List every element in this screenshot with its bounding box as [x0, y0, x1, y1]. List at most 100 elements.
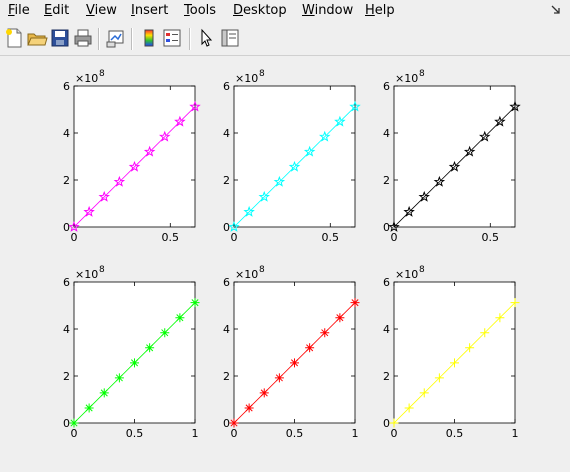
data-point-marker [228, 220, 240, 232]
menu-view[interactable]: View [86, 3, 117, 18]
axes-box [393, 85, 516, 228]
y-exponent-label: ×10 [395, 72, 418, 85]
data-point-marker [349, 100, 361, 112]
y-exponent: 8 [259, 69, 265, 79]
data-point-marker [448, 160, 461, 172]
data-point-marker [83, 205, 95, 217]
print-icon[interactable] [72, 27, 94, 49]
menu-help[interactable]: Help [365, 3, 395, 18]
data-point-marker [174, 115, 186, 127]
data-point-marker [69, 418, 79, 428]
x-tick-label: 0.5 [126, 427, 144, 440]
y-tick-label: 0 [223, 417, 230, 430]
menu-desktop[interactable]: Desktop [233, 3, 287, 18]
menu-tools[interactable]: Tools [184, 3, 217, 18]
data-point-marker [403, 205, 415, 217]
y-tick-label: 0 [383, 417, 390, 430]
y-tick-label: 4 [63, 323, 70, 336]
x-tick-label: 0.5 [286, 427, 304, 440]
x-tick-label: 1 [512, 427, 519, 440]
y-exponent-label: ×10 [75, 72, 98, 85]
y-tick-label: 6 [223, 276, 230, 289]
y-tick-label: 4 [383, 323, 390, 336]
x-tick-label: 0.5 [162, 231, 180, 244]
data-point-marker [434, 373, 444, 383]
y-tick-label: 0 [63, 221, 70, 234]
data-point-marker [99, 388, 109, 398]
x-tick-label: 0.5 [446, 427, 464, 440]
data-point-marker [509, 100, 521, 112]
data-point-marker [128, 160, 141, 172]
data-point-marker [433, 175, 446, 187]
data-point-marker [450, 358, 459, 368]
data-point-marker [335, 313, 345, 323]
y-exponent-label: ×10 [395, 268, 418, 281]
figure-canvas: 0 2 4 6 0 0.5 ×10 8 0 2 4 6 0 0.5 ×10 8 0 2 4 6 0 0.5 ×10 8 0 2 4 6… [0, 56, 570, 468]
y-tick-label: 6 [63, 80, 70, 93]
data-point-marker [290, 358, 299, 368]
y-tick-label: 4 [223, 323, 230, 336]
x-tick-label: 0 [231, 427, 238, 440]
new-figure-icon[interactable] [3, 27, 25, 49]
y-exponent: 8 [419, 69, 425, 79]
data-point-marker [160, 328, 170, 338]
x-tick-label: 0.5 [482, 231, 500, 244]
colorbar-icon[interactable] [138, 27, 160, 49]
menu-window[interactable]: Window [302, 3, 354, 18]
data-point-marker [130, 358, 139, 368]
axes-box [233, 85, 356, 228]
y-exponent: 8 [99, 69, 105, 79]
y-tick-label: 4 [223, 127, 230, 140]
axes-box [73, 85, 196, 228]
x-tick-label: 0 [391, 427, 398, 440]
pointer-icon[interactable] [196, 27, 218, 49]
x-tick-label: 0 [391, 231, 398, 244]
dock-arrow-icon[interactable] [550, 4, 562, 16]
y-tick-label: 2 [383, 370, 390, 383]
y-tick-label: 2 [63, 174, 70, 187]
toolbar-separator [189, 28, 191, 50]
menu-edit[interactable]: Edit [44, 3, 70, 18]
data-point-marker [259, 388, 269, 398]
data-point-marker [273, 175, 286, 187]
toolbar-separator [98, 28, 100, 50]
data-point-marker [189, 100, 201, 112]
data-point-marker [159, 130, 171, 142]
y-tick-label: 2 [63, 370, 70, 383]
data-point-marker [389, 418, 399, 428]
data-point-marker [84, 403, 94, 413]
open-file-icon[interactable] [26, 27, 48, 49]
data-point-marker [145, 343, 155, 353]
data-point-marker [404, 403, 414, 413]
data-point-marker [419, 388, 429, 398]
data-point-marker [113, 175, 126, 187]
data-point-marker [229, 418, 239, 428]
y-tick-label: 2 [223, 370, 230, 383]
y-tick-label: 0 [63, 417, 70, 430]
save-icon[interactable] [49, 27, 71, 49]
menu-insert[interactable]: Insert [131, 3, 169, 18]
y-exponent: 8 [259, 265, 265, 275]
series-line [233, 106, 356, 228]
y-tick-label: 6 [383, 80, 390, 93]
axes-box [73, 281, 196, 424]
y-tick-label: 2 [383, 174, 390, 187]
data-point-marker [68, 220, 80, 232]
link-plot-icon[interactable] [105, 27, 127, 49]
data-point-marker [479, 130, 491, 142]
data-point-marker [274, 373, 284, 383]
data-point-marker [319, 130, 331, 142]
subplot-3: 0 2 4 6 0 0.5 ×10 8 [383, 69, 521, 244]
series-line [393, 106, 516, 228]
data-point-marker [175, 313, 185, 323]
menu-file[interactable]: File [8, 3, 30, 18]
data-point-marker [303, 145, 316, 157]
subplot-2: 0 2 4 6 0 0.5 ×10 8 [223, 69, 361, 244]
subplot-6: 0 2 4 6 0 0.5 1 ×10 8 [383, 265, 520, 440]
data-point-marker [258, 190, 270, 202]
legend-icon[interactable] [161, 27, 183, 49]
plot-tools-icon[interactable] [219, 27, 241, 49]
y-tick-label: 6 [223, 80, 230, 93]
subplot-4: 0 2 4 6 0 0.5 1 ×10 8 [63, 265, 200, 440]
